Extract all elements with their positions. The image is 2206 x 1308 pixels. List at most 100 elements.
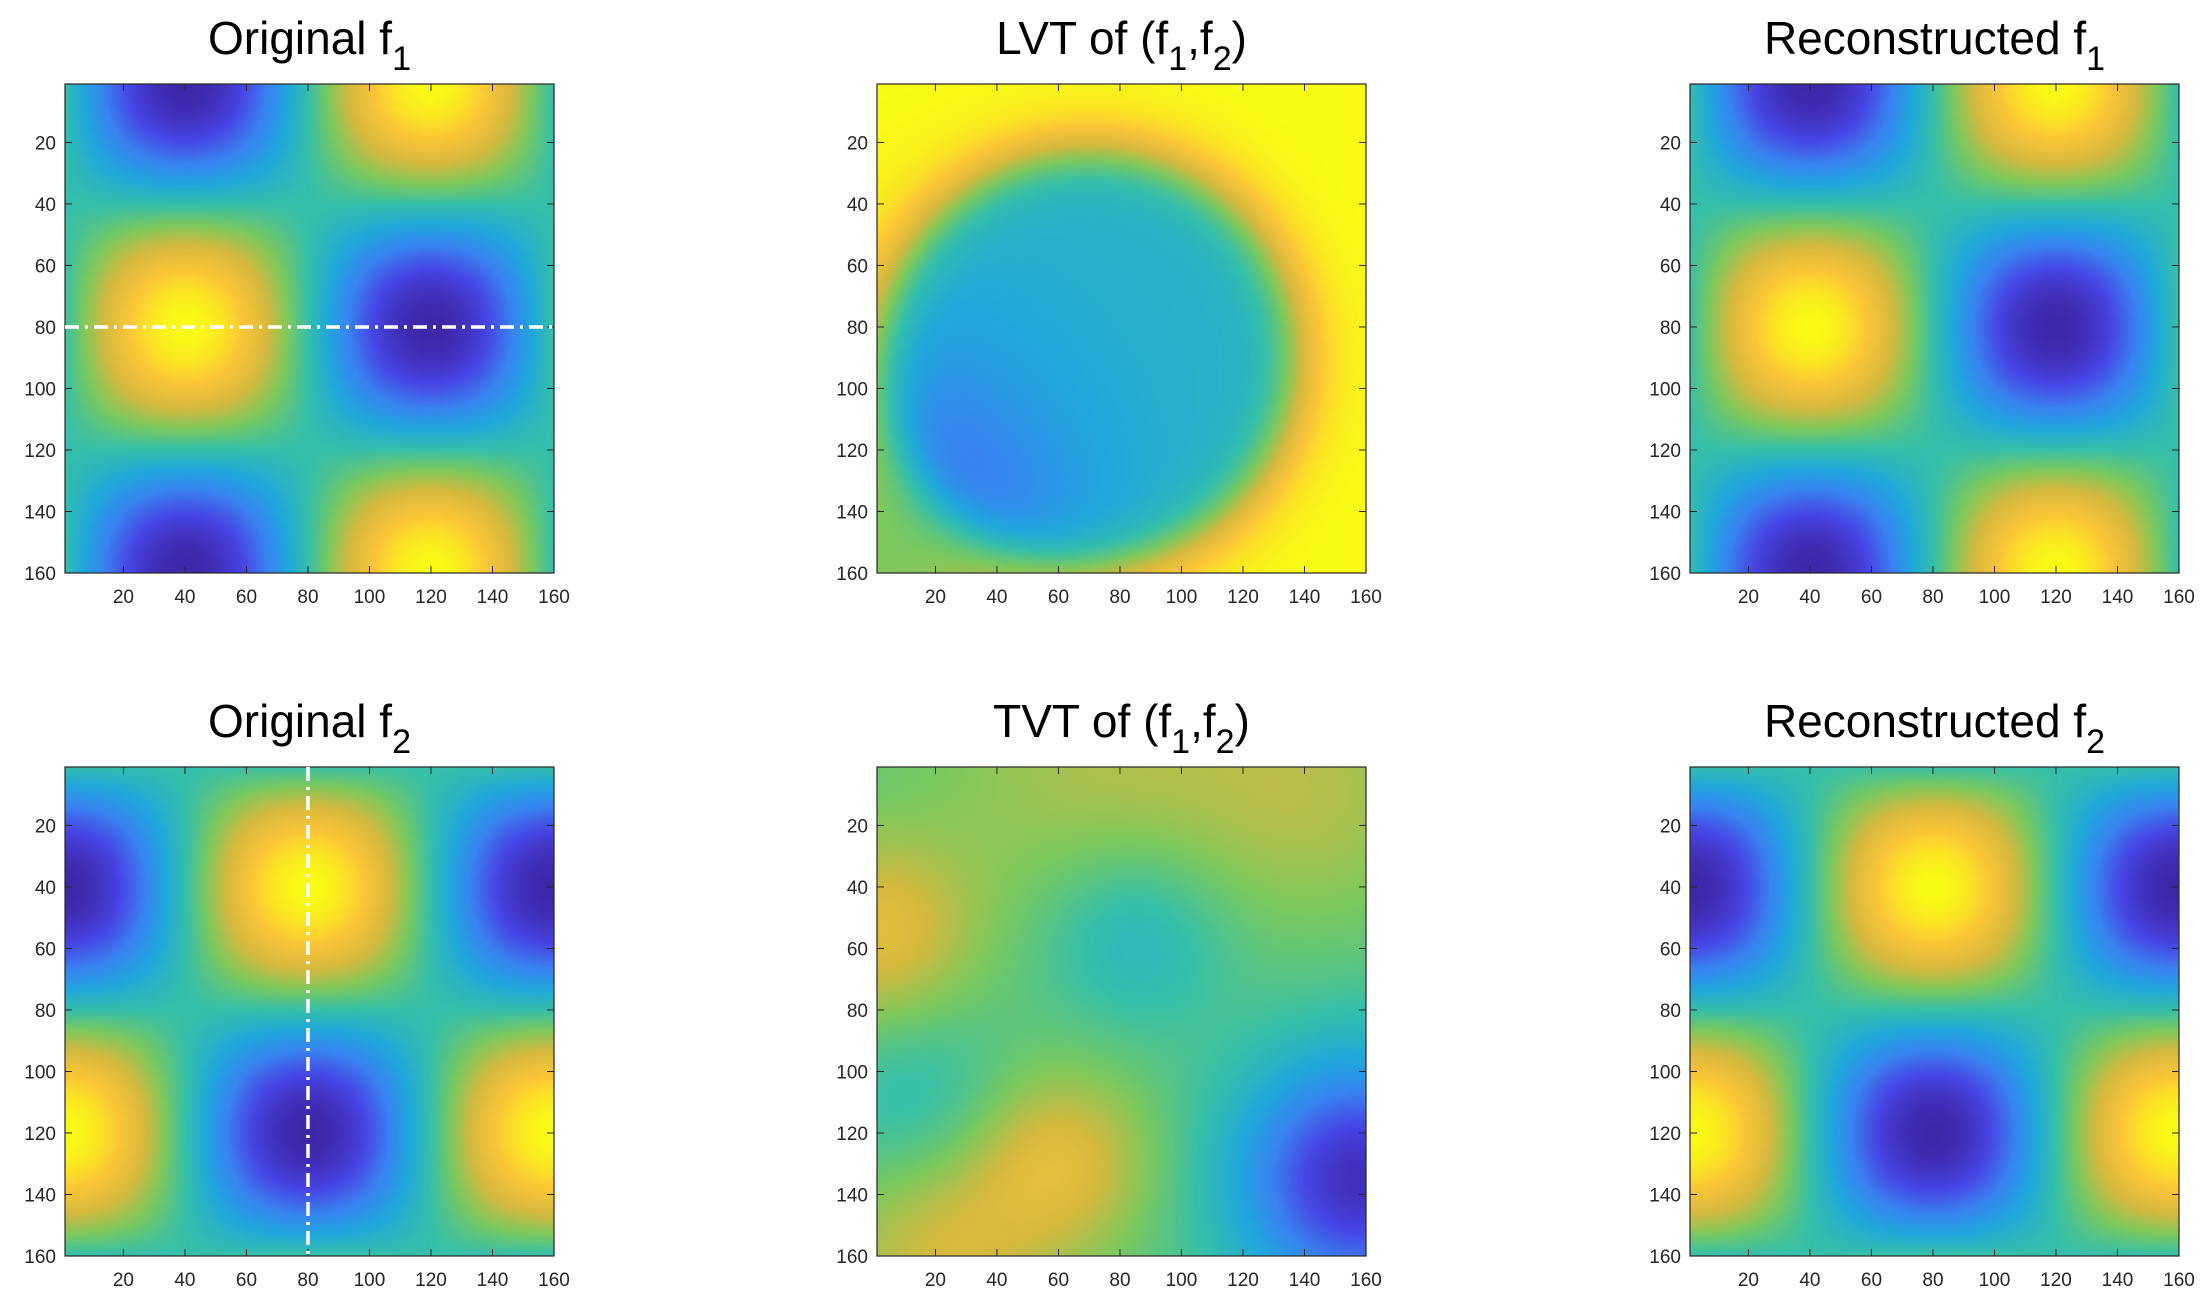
- x-tick-label: 100: [1166, 587, 1198, 608]
- x-tick-label: 80: [297, 1270, 318, 1291]
- axes-frame: [876, 766, 1367, 1257]
- y-tick-label: 20: [35, 816, 56, 837]
- panel-original-f1: 20 40 60 80 100 120 140 160 20 40 60 80 100 120 140 160…: [24, 12, 570, 608]
- y-tick-label: 160: [24, 564, 56, 585]
- x-tick-label: 160: [1350, 587, 1382, 608]
- x-tick-label: 160: [538, 587, 570, 608]
- y-tick-label: 100: [24, 379, 56, 400]
- y-tick-label: 160: [24, 1247, 56, 1268]
- x-tick-label: 120: [2040, 1270, 2072, 1291]
- x-tick-label: 120: [1227, 587, 1259, 608]
- x-tick-label: 80: [1922, 587, 1943, 608]
- y-tick-label: 80: [35, 1001, 56, 1022]
- x-tick-label: 140: [1289, 1270, 1321, 1291]
- y-tick-label: 120: [1649, 1124, 1681, 1145]
- y-tick-label: 140: [836, 502, 868, 523]
- y-tick-label: 40: [1660, 195, 1681, 216]
- heatmap-image: [1690, 767, 2179, 1256]
- x-tick-label: 120: [1227, 1270, 1259, 1291]
- y-tick-label: 80: [35, 318, 56, 339]
- x-tick-label: 20: [925, 587, 946, 608]
- panel-title: LVT of (f1,f2): [996, 12, 1247, 78]
- y-tick-label: 100: [836, 379, 868, 400]
- x-tick-label: 60: [1048, 1270, 1069, 1291]
- x-tick-label: 120: [415, 587, 447, 608]
- y-tick-label: 40: [35, 195, 56, 216]
- x-tick-label: 40: [174, 587, 195, 608]
- x-tick-label: 100: [354, 1270, 386, 1291]
- x-tick-label: 140: [1289, 587, 1321, 608]
- x-tick-label: 100: [354, 587, 386, 608]
- x-tick-label: 60: [1861, 1270, 1882, 1291]
- y-tick-label: 120: [1649, 441, 1681, 462]
- x-tick-label: 120: [2040, 587, 2072, 608]
- y-tick-label: 20: [35, 133, 56, 154]
- x-tick-label: 40: [1799, 587, 1820, 608]
- y-tick-label: 80: [847, 1001, 868, 1022]
- y-tick-label: 100: [1649, 379, 1681, 400]
- y-tick-label: 60: [1660, 939, 1681, 960]
- axes-frame: [876, 83, 1367, 574]
- y-tick-label: 40: [847, 878, 868, 899]
- x-tick-label: 60: [1861, 587, 1882, 608]
- x-tick-label: 160: [2163, 1270, 2195, 1291]
- y-tick-label: 120: [836, 1124, 868, 1145]
- y-tick-label: 60: [847, 256, 868, 277]
- panel-reconstructed-f2: 20 40 60 80 100 120 140 160 20 40 60 80 100 120 140 160…: [1649, 695, 2195, 1291]
- y-tick-label: 120: [24, 1124, 56, 1145]
- x-tick-label: 160: [538, 1270, 570, 1291]
- y-tick-label: 60: [1660, 256, 1681, 277]
- panel-title: Original f1: [208, 12, 411, 78]
- panel-title: Reconstructed f1: [1764, 12, 2105, 78]
- y-tick-label: 20: [847, 133, 868, 154]
- panel-title: Reconstructed f2: [1764, 695, 2105, 761]
- y-tick-label: 40: [35, 878, 56, 899]
- y-tick-label: 80: [847, 318, 868, 339]
- y-tick-label: 140: [24, 502, 56, 523]
- y-tick-label: 160: [1649, 1247, 1681, 1268]
- panel-lvt: 20 40 60 80 100 120 140 160 20 40 60 80 100 120 140 160…: [836, 12, 1382, 608]
- x-tick-label: 160: [1350, 1270, 1382, 1291]
- x-tick-label: 20: [113, 587, 134, 608]
- panel-title: Original f2: [208, 695, 411, 761]
- y-tick-label: 40: [847, 195, 868, 216]
- y-tick-label: 80: [1660, 318, 1681, 339]
- y-tick-label: 100: [1649, 1062, 1681, 1083]
- x-tick-label: 140: [2102, 587, 2134, 608]
- x-tick-label: 140: [477, 1270, 509, 1291]
- x-tick-label: 40: [174, 1270, 195, 1291]
- heatmap-image: [1690, 84, 2179, 573]
- y-tick-label: 60: [847, 939, 868, 960]
- x-tick-label: 140: [2102, 1270, 2134, 1291]
- x-tick-label: 40: [986, 587, 1007, 608]
- x-tick-label: 160: [2163, 587, 2195, 608]
- axes-frame: [1689, 83, 2180, 574]
- x-tick-label: 100: [1166, 1270, 1198, 1291]
- x-tick-label: 20: [925, 1270, 946, 1291]
- y-tick-label: 120: [24, 441, 56, 462]
- x-tick-label: 80: [297, 587, 318, 608]
- y-tick-label: 140: [1649, 502, 1681, 523]
- y-tick-label: 160: [836, 564, 868, 585]
- y-tick-label: 20: [1660, 816, 1681, 837]
- y-tick-label: 20: [1660, 133, 1681, 154]
- x-tick-label: 40: [986, 1270, 1007, 1291]
- x-tick-label: 20: [113, 1270, 134, 1291]
- panel-title: TVT of (f1,f2): [993, 695, 1250, 761]
- panel-reconstructed-f1: 20 40 60 80 100 120 140 160 20 40 60 80 100 120 140 160…: [1649, 12, 2195, 608]
- y-tick-label: 160: [1649, 564, 1681, 585]
- heatmap-image: [877, 84, 1366, 573]
- x-tick-label: 140: [477, 587, 509, 608]
- y-tick-label: 100: [24, 1062, 56, 1083]
- x-tick-label: 100: [1979, 1270, 2011, 1291]
- y-tick-label: 20: [847, 816, 868, 837]
- y-tick-label: 60: [35, 939, 56, 960]
- x-tick-label: 80: [1109, 587, 1130, 608]
- y-tick-label: 140: [1649, 1185, 1681, 1206]
- x-tick-label: 120: [415, 1270, 447, 1291]
- x-tick-label: 100: [1979, 587, 2011, 608]
- y-tick-label: 100: [836, 1062, 868, 1083]
- x-tick-label: 80: [1109, 1270, 1130, 1291]
- axes-frame: [1689, 766, 2180, 1257]
